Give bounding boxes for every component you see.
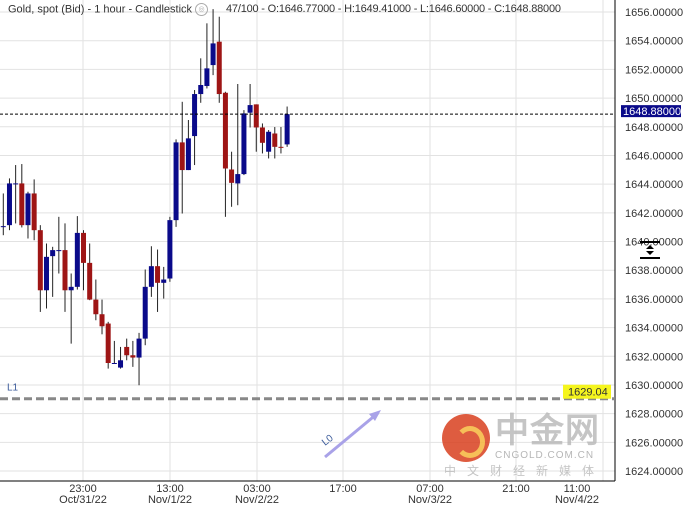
candle-body [229, 169, 235, 183]
candle-body [74, 232, 80, 287]
candle-body [31, 193, 37, 231]
candle-body [192, 94, 198, 137]
y-tick-label: 1654.00000 [625, 36, 683, 48]
candle-body [222, 92, 228, 169]
watermark-logo-icon [442, 414, 490, 462]
y-tick-label: 1632.00000 [625, 351, 683, 363]
candle-body [235, 174, 241, 184]
candle-body [0, 226, 6, 228]
candle-body [124, 346, 130, 356]
trendline-l0[interactable] [324, 411, 379, 459]
watermark-cn: 中金网 [495, 412, 600, 450]
x-tick-time: 07:00 [416, 483, 444, 495]
candle-body [216, 41, 222, 95]
x-tick-date: Oct/31/22 [59, 494, 107, 505]
level-value-badge [563, 384, 611, 399]
x-tick-time: 21:00 [502, 483, 530, 495]
y-tick-label: 1630.00000 [625, 380, 683, 392]
candle-body [253, 104, 259, 128]
y-tick-label: 1628.00000 [625, 409, 683, 421]
candle-body [259, 127, 265, 143]
candle-body [13, 183, 19, 185]
y-tick-label: 1642.00000 [625, 208, 683, 220]
candle-body [37, 230, 43, 291]
instrument-label: Gold, spot (Bid) - 1 hour - Candlestick [8, 3, 193, 16]
candle-body [87, 262, 93, 300]
candle-body [148, 266, 154, 287]
candle-body [185, 138, 191, 171]
candle-body [25, 193, 31, 226]
candle-body [155, 266, 161, 283]
candle-body [247, 105, 253, 113]
y-tick-label: 1656.00000 [625, 7, 683, 19]
candle-body [68, 286, 74, 291]
x-tick-time: 11:00 [564, 483, 591, 495]
y-tick-label: 1636.00000 [625, 294, 683, 306]
x-tick-date: Nov/1/22 [148, 494, 192, 505]
y-tick-label: 1650.00000 [625, 93, 683, 105]
candle-body [50, 250, 56, 257]
candle-body [43, 256, 49, 291]
y-tick-label: 1626.00000 [625, 437, 683, 449]
candle-body [93, 299, 99, 315]
candle-body [167, 220, 173, 279]
level-name-label: L1 [7, 383, 19, 394]
candle-body [111, 362, 117, 364]
x-tick-time: 13:00 [156, 483, 184, 495]
x-tick-date: Nov/3/22 [408, 494, 452, 505]
candle-body [198, 85, 204, 95]
x-tick-time: 17:00 [329, 483, 357, 495]
axis-scale-handle-icon[interactable] [640, 241, 660, 259]
y-tick-label: 1624.00000 [625, 466, 683, 478]
candle-body [142, 286, 148, 339]
candle-body [19, 183, 25, 226]
candle-body [272, 133, 278, 147]
candle-body [179, 142, 185, 171]
ohlc-readout: 47/100 - O:1646.77000 - H:1649.41000 - L… [226, 3, 561, 15]
chart-title: Gold, spot (Bid) - 1 hour - Candlestick ◎ [8, 3, 211, 16]
candle-body [204, 68, 210, 87]
candle-body [6, 183, 12, 226]
candle-body [173, 142, 179, 221]
x-tick-time: 03:00 [243, 483, 271, 495]
candle-body [284, 114, 290, 145]
y-tick-label: 1652.00000 [625, 64, 683, 76]
x-tick-date: Nov/2/22 [235, 494, 279, 505]
candle-body [241, 113, 247, 175]
visibility-icon[interactable]: ◎ [195, 3, 209, 16]
watermark: 中金网 CNGOLD.COM.CN 中文财经新媒体 [440, 412, 610, 480]
x-tick-time: 23:00 [69, 483, 97, 495]
candle-body [210, 43, 216, 66]
y-tick-label: 1644.00000 [625, 179, 683, 191]
candle-body [118, 360, 124, 368]
y-tick-label: 1648.00000 [625, 122, 683, 134]
last-price-badge [621, 105, 681, 118]
candle-body [161, 279, 167, 283]
candle-body [105, 323, 111, 363]
candle-body [130, 355, 136, 358]
level-value-label: 1629.04 [568, 387, 608, 399]
watermark-en: CNGOLD.COM.CN [495, 450, 595, 461]
candle-body [62, 250, 68, 291]
candle-body [136, 338, 142, 358]
candle-body [99, 314, 105, 327]
candle-body [278, 146, 284, 148]
candle-body [81, 232, 87, 263]
y-tick-label: 1634.00000 [625, 323, 683, 335]
candle-body [56, 250, 62, 252]
candle-body [266, 131, 272, 152]
last-price-label: 1648.88000 [623, 106, 681, 118]
watermark-sub: 中文财经新媒体 [444, 464, 606, 478]
trendline-name: L0 [320, 433, 336, 449]
y-tick-label: 1646.00000 [625, 150, 683, 162]
y-tick-label: 1638.00000 [625, 265, 683, 277]
arrowhead-icon [369, 410, 381, 421]
x-tick-date: Nov/4/22 [555, 494, 599, 505]
